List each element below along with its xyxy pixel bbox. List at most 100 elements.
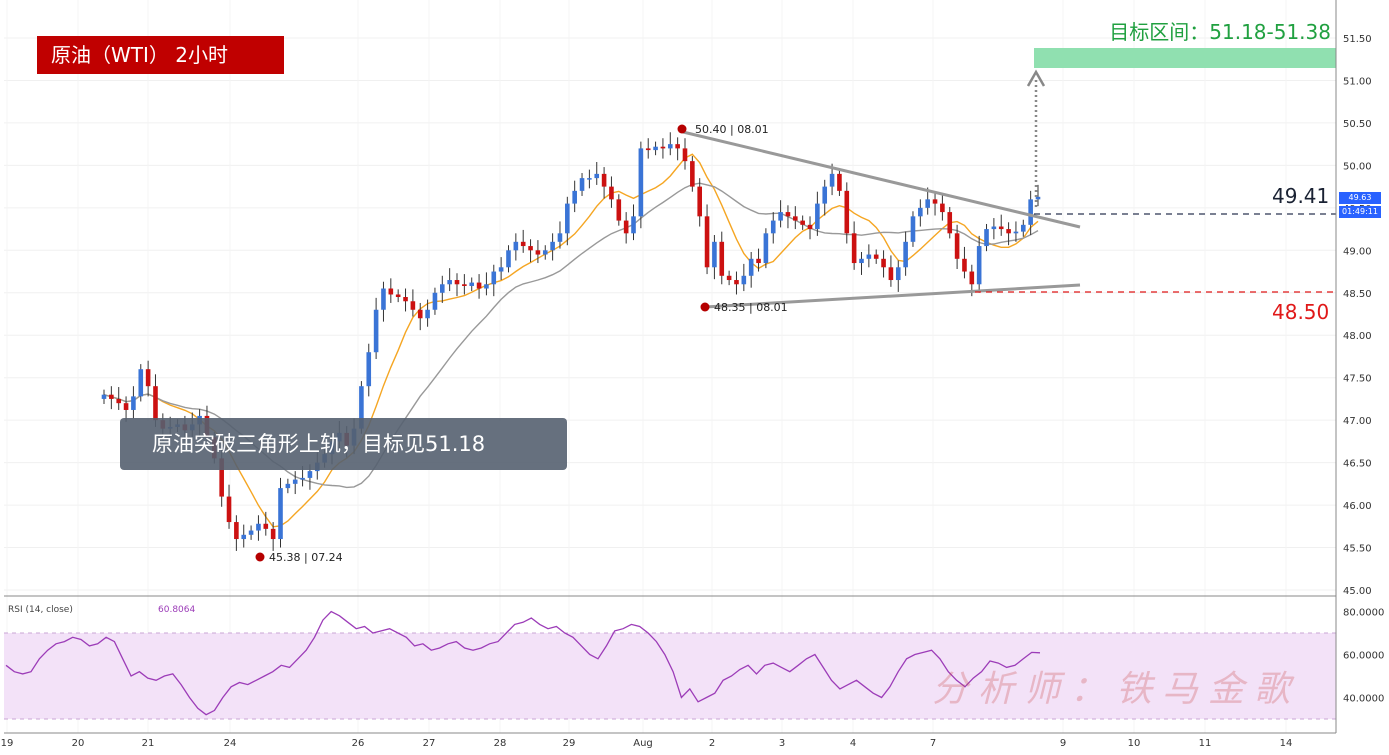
candle-body	[866, 254, 872, 259]
candle-body	[881, 258, 886, 268]
candle-body	[998, 226, 1004, 230]
y-tick-label: 45.50	[1343, 544, 1372, 555]
candle-body	[1013, 231, 1019, 234]
candle-body	[432, 292, 438, 310]
rsi-value: 60.8064	[158, 605, 195, 615]
candle-body	[447, 280, 452, 285]
low-jul-marker	[255, 552, 265, 562]
candle-body	[498, 267, 504, 272]
ma-fast-line	[103, 153, 1039, 528]
candle-body	[778, 212, 783, 221]
candle-body	[270, 528, 276, 540]
candle-body	[395, 294, 401, 298]
arrow-head-icon	[1026, 69, 1046, 87]
candle-body	[851, 233, 857, 264]
candle-body	[565, 203, 570, 234]
candle-body	[712, 241, 717, 268]
candle-body	[366, 352, 372, 387]
candle-body	[417, 309, 423, 319]
x-tick-label: Aug	[633, 738, 653, 749]
candle-body	[822, 186, 828, 204]
candle-body	[969, 271, 975, 285]
candle-body	[690, 161, 695, 187]
candle-body	[741, 275, 747, 285]
candle-body	[631, 216, 636, 234]
upper-level-label: 49.41	[1272, 184, 1330, 208]
current-price-tag: 49.63	[1339, 192, 1381, 204]
candle-body	[976, 246, 982, 285]
x-tick-label: 29	[563, 738, 576, 749]
moving-averages	[103, 153, 1039, 528]
candle-body	[359, 386, 364, 429]
candle-body	[719, 241, 725, 276]
x-tick-label: 28	[494, 738, 507, 749]
candle-body	[520, 241, 526, 247]
candle-body	[601, 173, 607, 187]
candle-body	[403, 297, 408, 302]
candle-body	[241, 534, 247, 540]
candle-body	[410, 301, 416, 310]
candle-body	[704, 216, 710, 268]
candle-body	[616, 199, 622, 221]
candle-body	[116, 398, 122, 404]
y-tick-label: 47.50	[1343, 374, 1372, 385]
target-label: 目标区间：51.18-51.38	[1109, 20, 1331, 44]
x-tick-label: 21	[142, 738, 155, 749]
y-tick-label: 47.00	[1343, 416, 1372, 427]
candle-body	[153, 386, 158, 421]
candle-body	[844, 190, 850, 234]
triangle-upper-line	[682, 130, 1081, 229]
candle-body	[425, 309, 430, 319]
candle-body	[954, 233, 960, 259]
candle-body	[123, 403, 129, 410]
candle-body	[484, 284, 489, 289]
candle-body	[726, 275, 732, 281]
candle-body	[462, 284, 467, 286]
x-tick-label: 9	[1060, 738, 1066, 749]
candle-body	[910, 216, 916, 242]
candle-body	[594, 173, 600, 179]
candle-body	[793, 216, 798, 221]
x-tick-label: 3	[779, 738, 785, 749]
candle-body	[145, 369, 151, 387]
candle-body	[697, 186, 703, 217]
candle-body	[888, 267, 894, 281]
candle-body	[682, 148, 688, 162]
grid	[4, 0, 1336, 733]
countdown-tag: 01:49:11	[1339, 206, 1381, 218]
candle-body	[815, 203, 820, 230]
low-aug-marker	[700, 302, 710, 312]
candle-body	[859, 258, 864, 264]
candle-body	[248, 530, 254, 535]
y-tick-label: 49.00	[1343, 246, 1372, 257]
candle-body	[300, 477, 305, 480]
candle-body	[748, 258, 754, 276]
x-tick-label: 4	[850, 738, 856, 749]
y-tick-label: 50.00	[1343, 161, 1372, 172]
x-tick-label: 27	[423, 738, 436, 749]
candle-body	[1035, 196, 1041, 200]
x-tick-label: 7	[930, 738, 936, 749]
candle-body	[962, 258, 967, 272]
candle-body	[918, 207, 923, 217]
candle-body	[278, 488, 283, 540]
candle-body	[925, 199, 930, 208]
candle-body	[667, 144, 673, 149]
candle-body	[256, 523, 261, 531]
candle-body	[903, 241, 908, 268]
candle-body	[1006, 229, 1011, 234]
candle-body	[469, 282, 475, 286]
candle-body	[439, 284, 445, 293]
y-tick-label: 50.50	[1343, 119, 1372, 130]
candle-body	[476, 282, 482, 289]
candle-body	[219, 458, 224, 497]
candle-body	[829, 173, 835, 187]
candle-body	[138, 369, 144, 397]
caption-banner: 原油突破三角形上轨，目标见51.18	[120, 418, 567, 470]
candle-body	[535, 250, 541, 255]
candle-body	[947, 212, 953, 234]
x-tick-label: 20	[72, 738, 85, 749]
candle-body	[101, 394, 107, 399]
x-tick-label: 10	[1128, 738, 1141, 749]
candle-body	[263, 523, 269, 529]
